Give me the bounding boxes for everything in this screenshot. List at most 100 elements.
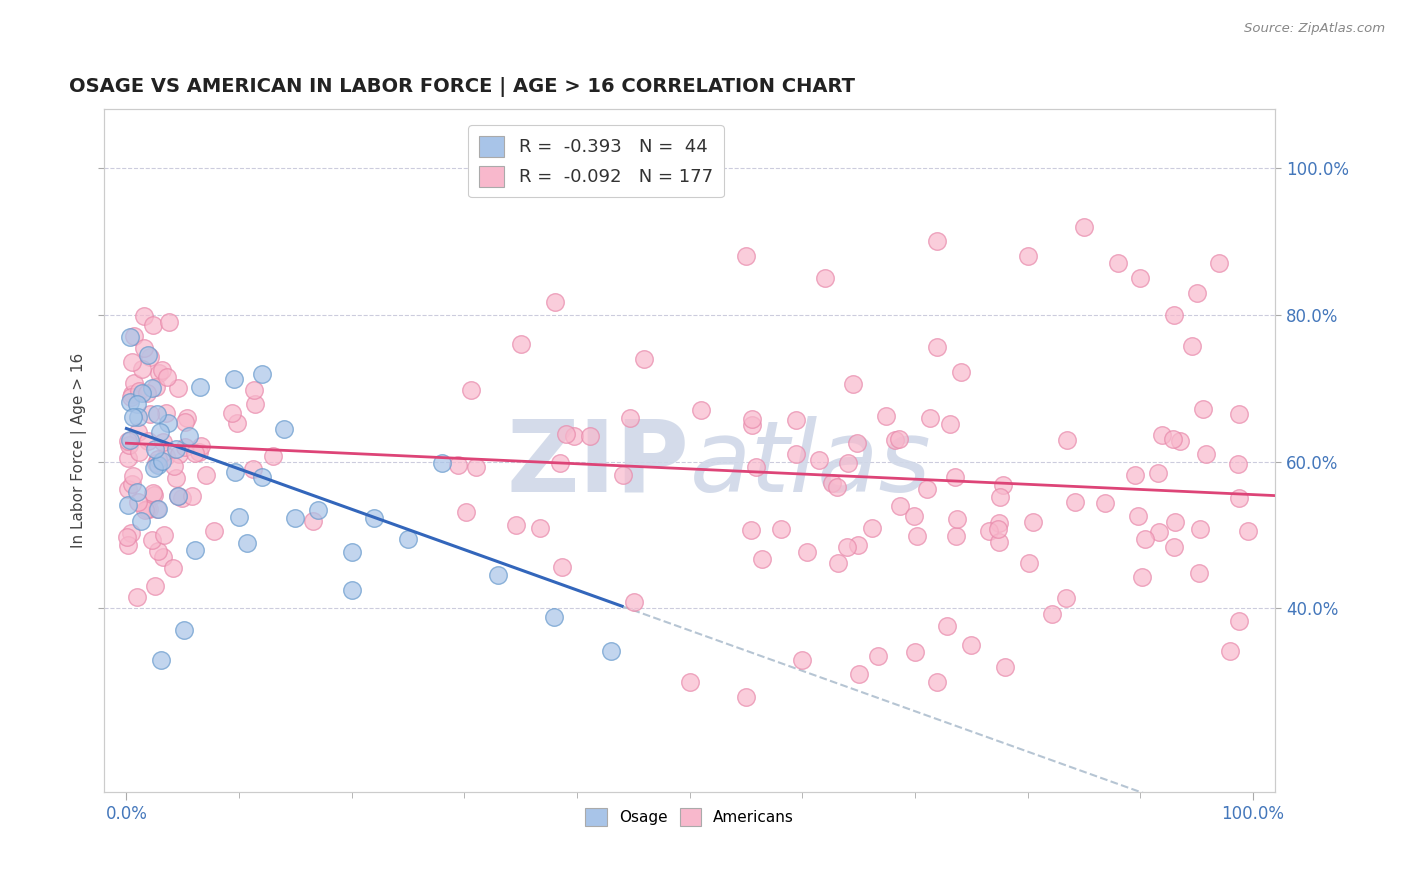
Point xyxy=(224,372,246,386)
Point xyxy=(904,645,927,659)
Point xyxy=(127,590,149,604)
Point xyxy=(1161,432,1184,446)
Point xyxy=(301,514,323,528)
Point xyxy=(454,506,477,520)
Point xyxy=(785,447,807,461)
Point xyxy=(118,434,141,448)
Point xyxy=(945,512,967,526)
Point xyxy=(875,409,897,423)
Point xyxy=(846,436,869,450)
Point xyxy=(848,667,870,681)
Point xyxy=(118,395,141,409)
Point xyxy=(152,549,174,564)
Point xyxy=(122,469,145,483)
Point xyxy=(284,511,307,525)
Point xyxy=(623,595,645,609)
Point xyxy=(1227,407,1250,421)
Point xyxy=(135,386,157,401)
Point xyxy=(988,535,1011,549)
Point xyxy=(243,397,266,411)
Point xyxy=(340,582,363,597)
Point xyxy=(121,386,143,401)
Point xyxy=(987,523,1010,537)
Point xyxy=(131,362,153,376)
Point xyxy=(599,644,621,658)
Point xyxy=(152,528,174,542)
Point xyxy=(134,341,156,355)
Point xyxy=(204,524,226,538)
Point xyxy=(221,406,243,420)
Point xyxy=(273,422,295,436)
Point xyxy=(121,477,143,491)
Point xyxy=(146,407,169,421)
Point xyxy=(167,489,190,503)
Text: ZIP: ZIP xyxy=(506,416,690,513)
Point xyxy=(741,412,763,426)
Point xyxy=(188,380,211,394)
Point xyxy=(889,433,911,447)
Point xyxy=(1135,532,1157,546)
Point xyxy=(143,579,166,593)
Point xyxy=(155,406,177,420)
Point xyxy=(745,459,768,474)
Point xyxy=(134,503,156,517)
Point xyxy=(117,498,139,512)
Point xyxy=(543,610,565,624)
Point xyxy=(740,523,762,537)
Point xyxy=(938,417,960,432)
Point xyxy=(1064,495,1087,509)
Point xyxy=(548,456,571,470)
Point xyxy=(150,653,173,667)
Point xyxy=(142,318,165,333)
Point xyxy=(128,445,150,459)
Point xyxy=(529,521,551,535)
Point xyxy=(619,410,641,425)
Point xyxy=(122,329,145,343)
Point xyxy=(129,514,152,528)
Point xyxy=(884,433,907,447)
Point xyxy=(156,416,179,430)
Point xyxy=(190,439,212,453)
Point xyxy=(122,376,145,390)
Point xyxy=(166,489,188,503)
Point xyxy=(1168,434,1191,448)
Point xyxy=(1180,339,1202,353)
Point xyxy=(945,529,967,543)
Point xyxy=(915,483,938,497)
Point xyxy=(935,619,957,633)
Point xyxy=(1227,614,1250,628)
Point xyxy=(579,429,602,443)
Point xyxy=(889,499,911,513)
Point xyxy=(796,545,818,559)
Point xyxy=(162,561,184,575)
Point xyxy=(807,453,830,467)
Point xyxy=(842,377,865,392)
Point xyxy=(146,458,169,473)
Point xyxy=(135,501,157,516)
Point xyxy=(860,520,883,534)
Point xyxy=(1163,308,1185,322)
Point xyxy=(115,530,138,544)
Point xyxy=(120,525,142,540)
Point xyxy=(170,491,193,505)
Point xyxy=(814,271,837,285)
Point xyxy=(173,624,195,638)
Point xyxy=(263,449,285,463)
Point xyxy=(150,454,173,468)
Point xyxy=(866,649,889,664)
Point xyxy=(118,438,141,452)
Point xyxy=(679,674,702,689)
Point xyxy=(1219,644,1241,658)
Point xyxy=(145,456,167,470)
Point xyxy=(183,543,205,558)
Point xyxy=(612,467,634,482)
Point xyxy=(1164,515,1187,529)
Point xyxy=(127,397,149,411)
Point xyxy=(1017,249,1039,263)
Point xyxy=(139,407,162,421)
Point xyxy=(735,249,758,263)
Point xyxy=(988,516,1011,530)
Point xyxy=(1073,219,1095,234)
Point xyxy=(1150,427,1173,442)
Point xyxy=(176,410,198,425)
